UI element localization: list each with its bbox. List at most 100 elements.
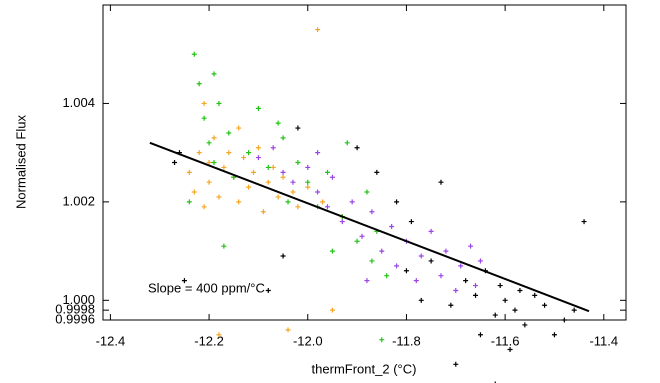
- point: [324, 169, 330, 175]
- point: [275, 120, 281, 126]
- point: [448, 302, 454, 308]
- plot-frame: [102, 4, 627, 321]
- point: [329, 174, 335, 180]
- point: [354, 238, 360, 244]
- point: [453, 287, 459, 293]
- point: [389, 223, 395, 229]
- point: [216, 100, 222, 106]
- point: [270, 145, 276, 151]
- fit-line: [149, 141, 590, 313]
- point: [226, 150, 232, 156]
- point: [255, 145, 261, 151]
- point: [295, 125, 301, 131]
- point: [305, 164, 311, 170]
- point: [428, 228, 434, 234]
- point: [201, 100, 207, 106]
- point: [270, 164, 276, 170]
- point: [285, 199, 291, 205]
- point: [329, 307, 335, 313]
- point: [211, 71, 217, 77]
- point: [344, 140, 350, 146]
- point: [216, 194, 222, 200]
- annotation: Slope = 400 ppm/°C: [148, 280, 265, 295]
- point: [502, 297, 508, 303]
- point: [196, 150, 202, 156]
- point: [255, 155, 261, 161]
- point: [211, 160, 217, 165]
- point: [413, 278, 419, 284]
- point: [221, 243, 227, 249]
- point: [206, 140, 212, 146]
- point: [196, 81, 202, 87]
- point: [201, 204, 207, 210]
- x-tick-label: -12.0: [293, 333, 323, 348]
- point: [320, 199, 326, 205]
- point: [285, 327, 291, 333]
- point: [551, 332, 557, 338]
- point: [172, 160, 178, 165]
- point: [181, 278, 187, 284]
- point: [473, 283, 479, 289]
- point: [507, 347, 513, 353]
- point: [236, 199, 242, 205]
- point: [473, 292, 479, 298]
- point: [463, 278, 469, 284]
- point: [191, 189, 197, 195]
- point: [236, 125, 242, 131]
- x-tick-label: -11.6: [491, 333, 520, 348]
- point: [280, 174, 286, 180]
- point: [542, 302, 548, 308]
- point: [477, 332, 483, 338]
- point: [354, 145, 360, 151]
- point: [186, 169, 192, 175]
- y-axis-label: Normalised Flux: [13, 115, 28, 209]
- point: [216, 332, 222, 338]
- point: [512, 307, 518, 313]
- x-tick-label: -11.4: [589, 333, 618, 348]
- point: [265, 179, 271, 185]
- point: [206, 160, 212, 165]
- point: [458, 263, 464, 269]
- point: [315, 27, 321, 33]
- point: [477, 258, 483, 264]
- point: [295, 160, 301, 165]
- point: [418, 253, 424, 259]
- point: [201, 115, 207, 121]
- point: [290, 189, 296, 195]
- point: [315, 150, 321, 156]
- y-tick-label: 1.002: [62, 193, 95, 208]
- x-tick-label: -12.4: [96, 333, 126, 348]
- x-axis-label: thermFront_2 (°C): [312, 361, 417, 376]
- point: [246, 150, 252, 156]
- point: [408, 219, 414, 225]
- point: [280, 253, 286, 259]
- point: [532, 292, 538, 298]
- point: [581, 219, 587, 225]
- point: [191, 51, 197, 57]
- point: [379, 248, 385, 254]
- point: [339, 219, 345, 225]
- point: [324, 204, 330, 210]
- point: [438, 273, 444, 279]
- point: [226, 130, 232, 136]
- point: [497, 283, 503, 289]
- point: [295, 204, 301, 210]
- point: [305, 184, 311, 190]
- point: [517, 287, 523, 293]
- point: [492, 312, 498, 318]
- point: [438, 179, 444, 185]
- y-tick-label: 0.9998: [55, 302, 95, 317]
- point: [468, 243, 474, 249]
- y-tick-label: 1.000: [62, 292, 95, 307]
- point: [403, 268, 409, 274]
- point: [280, 169, 286, 175]
- point: [290, 179, 296, 185]
- point: [443, 248, 449, 254]
- point: [305, 179, 311, 185]
- point: [494, 381, 496, 383]
- point: [379, 337, 385, 343]
- point: [384, 273, 390, 279]
- point: [265, 164, 271, 170]
- point: [250, 169, 256, 175]
